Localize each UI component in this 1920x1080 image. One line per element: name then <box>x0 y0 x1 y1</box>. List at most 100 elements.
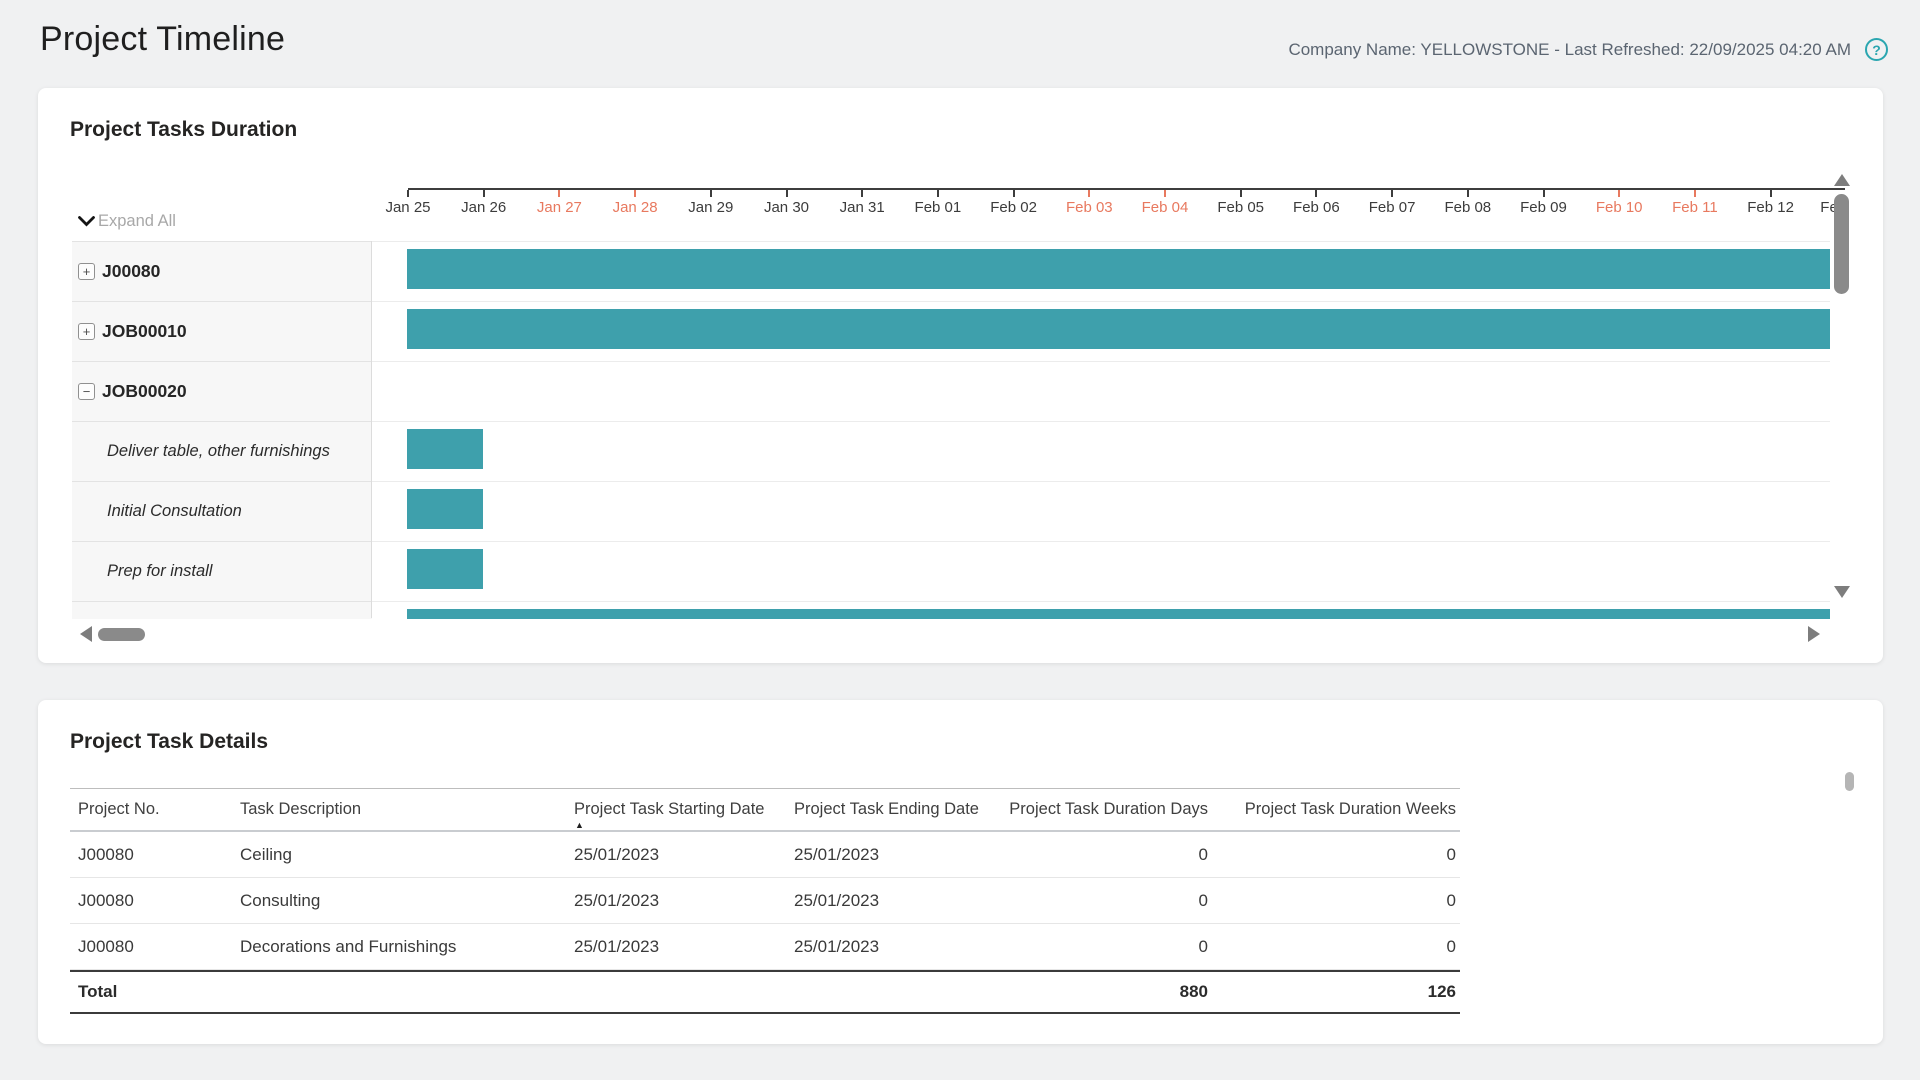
axis-tick <box>1315 190 1318 197</box>
axis-tick-label: Jan 27 <box>536 199 582 216</box>
axis-tick-label: Jan 29 <box>688 199 734 216</box>
gantt-bar[interactable] <box>407 249 1830 289</box>
expand-all-button[interactable]: Expand All <box>78 210 176 232</box>
gantt-panel-divider <box>371 241 372 618</box>
scroll-right-arrow-icon[interactable] <box>1808 626 1820 642</box>
table-row[interactable]: J00080 Consulting 25/01/2023 25/01/2023 0 0 <box>70 878 1460 924</box>
axis-tick <box>1466 190 1469 197</box>
axis-tick-label: Feb 01 <box>914 199 962 216</box>
sort-ascending-icon: ▲ <box>575 820 584 830</box>
scroll-left-arrow-icon[interactable] <box>80 626 92 642</box>
details-header-row: Project No. Task Description Project Task … <box>70 788 1460 832</box>
horizontal-scrollbar-thumb[interactable] <box>98 628 145 641</box>
gantt-bar[interactable] <box>407 549 483 589</box>
table-row[interactable]: J00080 Ceiling 25/01/2023 25/01/2023 0 0 <box>70 832 1460 878</box>
gantt-bar[interactable] <box>407 429 483 469</box>
axis-tick <box>1088 190 1091 197</box>
gantt-bar[interactable] <box>407 609 1830 619</box>
scroll-up-arrow-icon[interactable] <box>1834 174 1850 186</box>
table-scrollbar-thumb[interactable] <box>1845 772 1854 791</box>
gantt-category-cell <box>72 602 372 619</box>
axis-tick-label: Jan 30 <box>763 199 810 216</box>
gantt-category-cell: Initial Consultation <box>72 482 372 542</box>
axis-tick-label: Feb 10 <box>1595 199 1643 216</box>
gantt-axis-line <box>408 188 1845 190</box>
gantt-task-label: Prep for install <box>107 562 213 580</box>
axis-tick-label: Jan 26 <box>461 199 507 216</box>
gantt-task-label: Deliver table, other furnishings <box>107 442 330 460</box>
axis-tick-label: Feb 09 <box>1520 199 1567 216</box>
axis-tick <box>1239 190 1242 197</box>
gantt-category-cell: + JOB00010 <box>72 302 372 362</box>
vertical-scrollbar-thumb[interactable] <box>1834 194 1849 294</box>
axis-tick <box>558 190 561 197</box>
gantt-bar[interactable] <box>407 309 1830 349</box>
table-cell: Ceiling <box>238 832 572 878</box>
scroll-down-arrow-icon[interactable] <box>1834 586 1850 598</box>
details-body: J00080 Ceiling 25/01/2023 25/01/2023 0 0 J0008… <box>70 832 1460 970</box>
column-header[interactable]: Project Task Ending Date <box>792 788 1002 832</box>
column-header[interactable]: Project Task Duration Weeks <box>1212 788 1460 832</box>
total-duration-weeks: 126 <box>1212 970 1460 1014</box>
gantt-category-cell: Prep for install <box>72 542 372 602</box>
gantt-category-panel: + J00080 + JOB00010 − JOB00020 Deliver table, … <box>72 241 372 619</box>
axis-tick <box>634 190 637 197</box>
gantt-row <box>372 422 1830 482</box>
axis-tick-label: Feb 02 <box>990 199 1037 216</box>
gantt-axis: Jan 25 Jan 26 Jan 27 Jan 28 Jan 29 Jan 30 Jan … <box>372 188 1845 222</box>
axis-tick-label: Jan 25 <box>385 199 431 216</box>
axis-tick-label: Jan 28 <box>612 199 658 216</box>
axis-tick <box>709 190 712 197</box>
axis-tick <box>1542 190 1545 197</box>
table-cell: Decorations and Furnishings <box>238 924 572 970</box>
column-header[interactable]: Project Task Duration Days <box>1002 788 1212 832</box>
column-header[interactable]: Task Description <box>238 788 572 832</box>
report-header-right: Company Name: YELLOWSTONE - Last Refresh… <box>1288 38 1888 61</box>
axis-tick <box>482 190 485 197</box>
total-duration-days: 880 <box>1002 970 1212 1014</box>
gantt-row <box>372 542 1830 602</box>
axis-tick <box>785 190 788 197</box>
axis-tick-label: Feb 07 <box>1368 199 1416 216</box>
axis-tick-label: Fe <box>1820 199 1838 216</box>
gantt-category-cell: Deliver table, other furnishings <box>72 422 372 482</box>
table-cell: 0 <box>1212 924 1460 970</box>
gantt-bars-area <box>372 241 1830 619</box>
table-cell: 0 <box>1002 832 1212 878</box>
details-table: Project No. Task Description Project Task … <box>70 788 1460 1014</box>
axis-tick <box>1164 190 1166 197</box>
table-cell: J00080 <box>70 832 238 878</box>
axis-tick <box>1012 190 1015 197</box>
gantt-row <box>372 482 1830 542</box>
axis-tick-label: Feb 11 <box>1672 199 1718 216</box>
table-cell: J00080 <box>70 878 238 924</box>
table-cell: 25/01/2023 <box>792 832 1002 878</box>
expand-toggle[interactable]: + <box>78 323 95 340</box>
chevron-down-icon <box>78 215 95 227</box>
gantt-card: Project Tasks Duration Expand All Jan 25… <box>38 88 1883 663</box>
expand-toggle[interactable]: + <box>78 263 95 280</box>
details-card: Project Task Details Project No. Task Des… <box>38 700 1883 1044</box>
details-card-title: Project Task Details <box>70 730 269 753</box>
gantt-bar[interactable] <box>407 489 483 529</box>
column-header[interactable]: Project Task Starting Date ▲ <box>572 788 792 832</box>
table-row[interactable]: J00080 Decorations and Furnishings 25/01/2… <box>70 924 1460 970</box>
expand-toggle[interactable]: − <box>78 383 95 400</box>
gantt-row <box>372 362 1830 422</box>
column-header[interactable]: Project No. <box>70 788 238 832</box>
table-cell: 0 <box>1212 832 1460 878</box>
table-cell: 25/01/2023 <box>572 924 792 970</box>
help-icon[interactable]: ? <box>1865 38 1888 61</box>
gantt-group-label: JOB00020 <box>102 381 187 401</box>
axis-tick <box>1391 190 1394 197</box>
gantt-group-label: JOB00010 <box>102 321 187 341</box>
gantt-row <box>372 242 1830 302</box>
gantt-task-label: Initial Consultation <box>107 502 242 520</box>
table-cell: J00080 <box>70 924 238 970</box>
table-cell: 25/01/2023 <box>792 878 1002 924</box>
axis-tick-label: Feb 03 <box>1065 199 1113 216</box>
table-cell: Consulting <box>238 878 572 924</box>
axis-tick <box>936 190 939 197</box>
axis-tick-label: Feb 04 <box>1141 199 1189 216</box>
axis-tick <box>1618 190 1621 197</box>
